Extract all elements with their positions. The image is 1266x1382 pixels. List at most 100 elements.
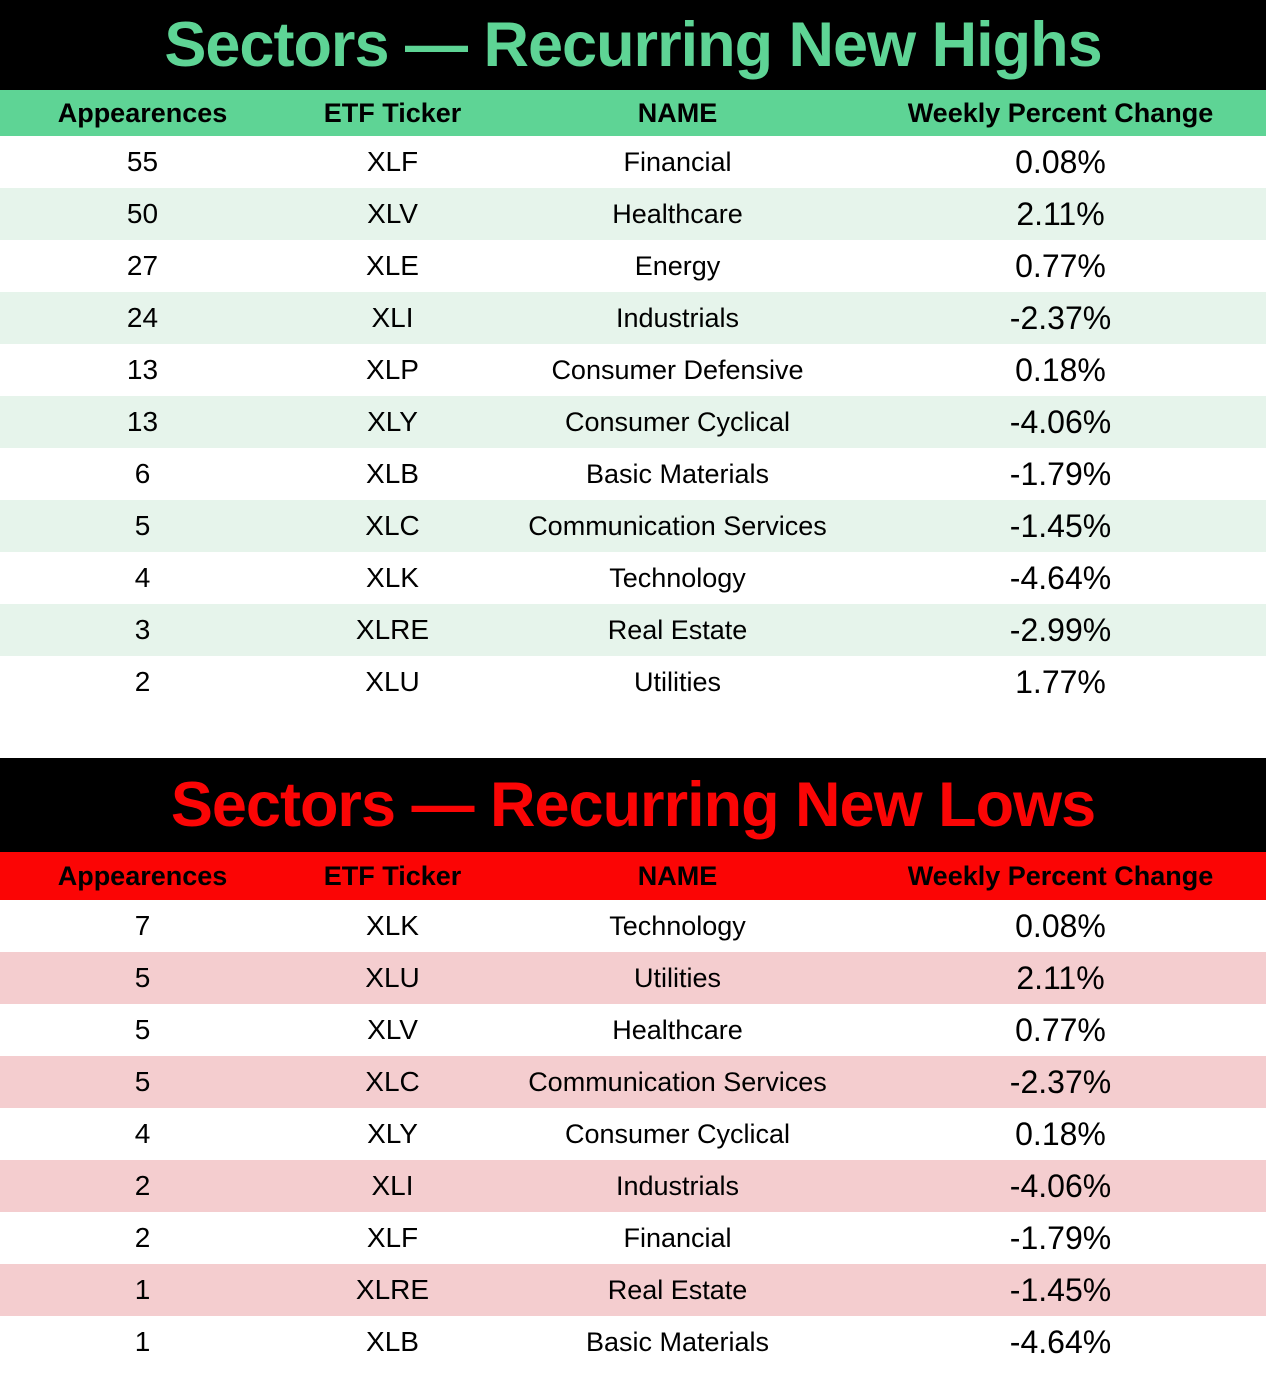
appearances-cell: 5 (134, 1014, 151, 1045)
name-cell: Communication Services (528, 1066, 827, 1097)
pct-change-cell: -1.79% (1009, 1220, 1112, 1256)
name-cell: Financial (623, 146, 732, 177)
pct-change-cell: -1.79% (1009, 456, 1112, 492)
pct-change-cell: -4.64% (1009, 560, 1112, 596)
appearances-cell: 4 (134, 562, 151, 593)
name-cell: Consumer Cyclical (564, 406, 791, 437)
appearances-cell: 7 (134, 910, 151, 941)
name-cell: Industrials (615, 1170, 740, 1201)
pct-change-cell: 2.11% (1016, 960, 1105, 996)
pct-change-cell: 0.08% (1015, 144, 1106, 180)
tables-divider-gap (0, 708, 1266, 758)
appearances-cell: 2 (134, 1170, 151, 1201)
pct-change-cell: -1.45% (1009, 508, 1112, 544)
name-cell: Technology (609, 562, 746, 593)
appearances-cell: 24 (126, 302, 159, 333)
appearances-cell: 27 (126, 250, 159, 281)
pct-change-cell: -4.06% (1009, 1168, 1112, 1204)
table-row: 4 XLK Technology -4.64% (0, 552, 1266, 604)
highs-header-appearances: Appearences (57, 97, 228, 128)
appearances-cell: 13 (126, 354, 159, 385)
pct-change-cell: -2.37% (1009, 300, 1112, 336)
sectors-new-lows-table: Sectors — Recurring New Lows Appearences… (0, 758, 1266, 1368)
ticker-cell: XLK (366, 910, 419, 941)
pct-change-cell: 1.77% (1015, 664, 1106, 700)
ticker-cell: XLI (371, 1170, 414, 1201)
table-row: 13 XLY Consumer Cyclical -4.06% (0, 396, 1266, 448)
appearances-cell: 55 (126, 146, 159, 177)
pct-change-cell: 2.11% (1016, 196, 1105, 232)
table-row: 55 XLF Financial 0.08% (0, 136, 1266, 188)
highs-header-name: NAME (637, 97, 718, 128)
ticker-cell: XLC (365, 1066, 420, 1097)
ticker-cell: XLV (367, 198, 418, 229)
ticker-cell: XLC (365, 510, 420, 541)
table-row: 2 XLU Utilities 1.77% (0, 656, 1266, 708)
pct-change-cell: -4.64% (1009, 1324, 1112, 1360)
appearances-cell: 5 (134, 510, 151, 541)
lows-title: Sectors — Recurring New Lows (170, 770, 1096, 840)
pct-change-cell: -4.06% (1009, 404, 1112, 440)
table-row: 27 XLE Energy 0.77% (0, 240, 1266, 292)
pct-change-cell: -2.99% (1009, 612, 1112, 648)
lows-header-etf-ticker: ETF Ticker (323, 860, 462, 891)
table-row: 4 XLY Consumer Cyclical 0.18% (0, 1108, 1266, 1160)
ticker-cell: XLB (366, 1326, 419, 1357)
highs-header-etf-ticker: ETF Ticker (323, 97, 462, 128)
table-row: 1 XLB Basic Materials -4.64% (0, 1316, 1266, 1368)
name-cell: Real Estate (607, 614, 748, 645)
ticker-cell: XLRE (355, 614, 430, 645)
pct-change-cell: -1.45% (1009, 1272, 1112, 1308)
name-cell: Basic Materials (585, 458, 770, 489)
highs-title: Sectors — Recurring New Highs (164, 10, 1102, 80)
name-cell: Healthcare (612, 198, 743, 229)
name-cell: Energy (634, 250, 721, 281)
table-row: 24 XLI Industrials -2.37% (0, 292, 1266, 344)
appearances-cell: 13 (126, 406, 159, 437)
name-cell: Healthcare (612, 1014, 743, 1045)
ticker-cell: XLP (366, 354, 419, 385)
pct-change-cell: 0.77% (1015, 248, 1106, 284)
appearances-cell: 1 (134, 1274, 151, 1305)
lows-header-weekly-percent-change: Weekly Percent Change (907, 860, 1214, 891)
appearances-cell: 2 (134, 666, 151, 697)
ticker-cell: XLV (367, 1014, 418, 1045)
lows-header-name: NAME (637, 860, 718, 891)
pct-change-cell: 0.18% (1015, 352, 1106, 388)
ticker-cell: XLY (367, 406, 418, 437)
ticker-cell: XLF (366, 1222, 419, 1253)
pct-change-cell: 0.08% (1015, 908, 1106, 944)
lows-header-row: Appearences ETF Ticker NAME Weekly Perce… (0, 852, 1266, 900)
ticker-cell: XLE (366, 250, 419, 281)
ticker-cell: XLU (365, 962, 420, 993)
table-row: 7 XLK Technology 0.08% (0, 900, 1266, 952)
name-cell: Industrials (615, 302, 740, 333)
appearances-cell: 4 (134, 1118, 151, 1149)
table-row: 13 XLP Consumer Defensive 0.18% (0, 344, 1266, 396)
appearances-cell: 5 (134, 1066, 151, 1097)
name-cell: Utilities (633, 962, 721, 993)
name-cell: Technology (609, 910, 746, 941)
table-row: 50 XLV Healthcare 2.11% (0, 188, 1266, 240)
table-row: 5 XLC Communication Services -1.45% (0, 500, 1266, 552)
ticker-cell: XLU (365, 666, 420, 697)
name-cell: Consumer Defensive (551, 354, 804, 385)
highs-header-row: Appearences ETF Ticker NAME Weekly Perce… (0, 90, 1266, 136)
name-cell: Financial (623, 1222, 732, 1253)
appearances-cell: 1 (134, 1326, 151, 1357)
ticker-cell: XLK (366, 562, 419, 593)
table-row: 2 XLI Industrials -4.06% (0, 1160, 1266, 1212)
lows-header-appearances: Appearences (57, 860, 228, 891)
highs-title-banner: Sectors — Recurring New Highs (0, 0, 1266, 90)
pct-change-cell: -2.37% (1009, 1064, 1112, 1100)
ticker-cell: XLRE (355, 1274, 430, 1305)
ticker-cell: XLF (366, 146, 419, 177)
name-cell: Basic Materials (585, 1326, 770, 1357)
lows-title-banner: Sectors — Recurring New Lows (0, 758, 1266, 852)
table-row: 5 XLV Healthcare 0.77% (0, 1004, 1266, 1056)
name-cell: Utilities (633, 666, 721, 697)
table-row: 5 XLC Communication Services -2.37% (0, 1056, 1266, 1108)
name-cell: Real Estate (607, 1274, 748, 1305)
table-row: 3 XLRE Real Estate -2.99% (0, 604, 1266, 656)
table-row: 5 XLU Utilities 2.11% (0, 952, 1266, 1004)
